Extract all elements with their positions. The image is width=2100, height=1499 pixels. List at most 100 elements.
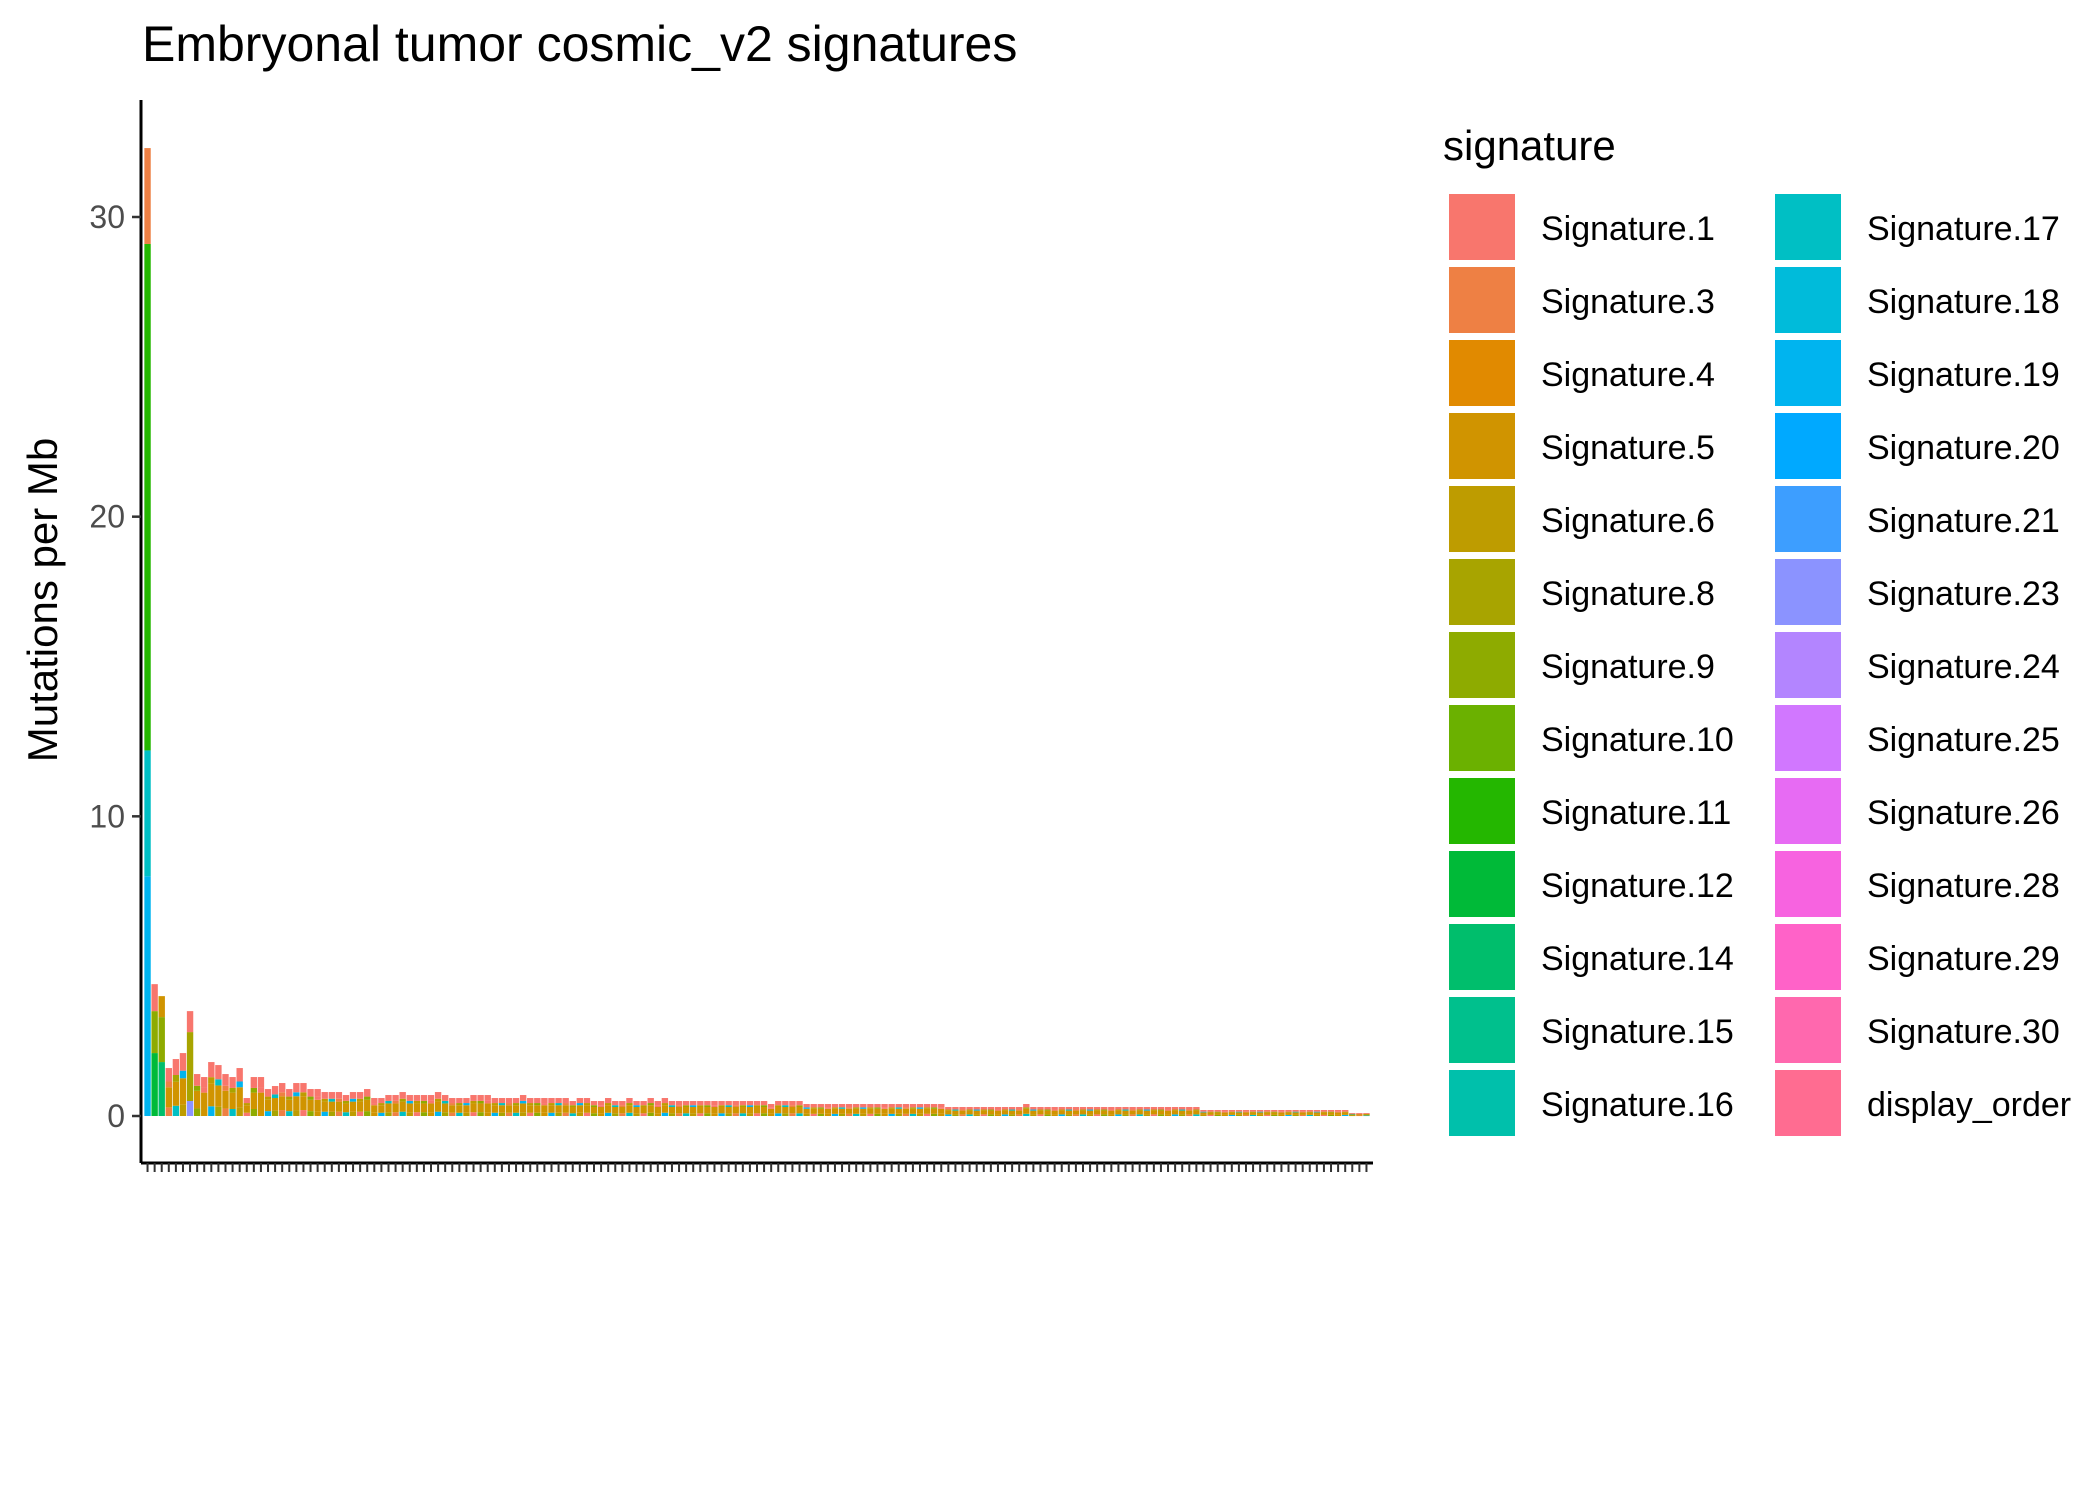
bar-segment	[1200, 1112, 1207, 1115]
bar-segment	[172, 1075, 180, 1082]
bar-segment	[392, 1095, 399, 1101]
bar-segment	[236, 1087, 243, 1108]
bar-segment	[264, 1089, 272, 1097]
bar-segment	[697, 1105, 704, 1108]
bar-segment	[378, 1098, 385, 1104]
bar-segment	[342, 1095, 350, 1101]
bar-segment	[697, 1107, 704, 1114]
bar	[1136, 1107, 1143, 1116]
bar-segment	[1264, 1112, 1271, 1115]
bar-segment	[271, 1094, 279, 1099]
bar-segment	[633, 1105, 640, 1108]
bar-segment	[349, 1111, 357, 1116]
bar-segment	[307, 1111, 314, 1116]
bar	[413, 1095, 421, 1116]
bar-segment	[1342, 1111, 1349, 1113]
bar-segment	[1242, 1114, 1250, 1116]
bar-segment	[427, 1112, 435, 1116]
bar-segment	[1271, 1114, 1278, 1116]
bar	[860, 1104, 867, 1116]
bar-segment	[760, 1107, 768, 1114]
bar-segment	[895, 1104, 902, 1108]
bar-segment	[271, 1110, 279, 1116]
bar	[1122, 1107, 1129, 1116]
bar-segment	[881, 1113, 888, 1116]
bar-segment	[548, 1103, 555, 1106]
bar	[519, 1095, 527, 1116]
bar-segment	[378, 1105, 385, 1113]
bar-segment	[427, 1100, 435, 1104]
bar-segment	[1115, 1110, 1122, 1115]
legend-item: Signature.17	[1775, 194, 2060, 260]
bar-segment	[1320, 1112, 1328, 1115]
bar-segment	[1023, 1107, 1030, 1109]
legend-item: Signature.18	[1775, 267, 2060, 333]
bar-segment	[909, 1104, 917, 1108]
bar-segment	[1101, 1114, 1108, 1116]
bar-segment	[640, 1113, 647, 1116]
bar-segment	[746, 1105, 754, 1108]
bars-layer	[144, 148, 1370, 1117]
bar-segment	[413, 1103, 421, 1113]
bar-segment	[810, 1113, 817, 1116]
bar-segment	[519, 1095, 527, 1101]
bar-segment	[1023, 1113, 1030, 1116]
bar	[364, 1089, 371, 1116]
bar	[867, 1104, 874, 1116]
bar	[1363, 1113, 1370, 1117]
bar-segment	[349, 1101, 357, 1112]
bar-segment	[1016, 1109, 1023, 1111]
bar-segment	[994, 1110, 1002, 1115]
bar-segment	[796, 1107, 803, 1114]
bar-segment	[1271, 1111, 1278, 1113]
bar-segment	[420, 1095, 428, 1101]
bar	[321, 1092, 328, 1116]
legend-swatch	[1449, 705, 1515, 771]
bar-segment	[725, 1101, 732, 1106]
bar	[612, 1101, 619, 1116]
bar-segment	[385, 1112, 392, 1116]
legend-swatch	[1449, 997, 1515, 1063]
bar-segment	[619, 1107, 626, 1114]
bar-segment	[675, 1107, 683, 1114]
bar-segment	[1214, 1114, 1221, 1116]
bar-segment	[442, 1095, 449, 1101]
bar	[753, 1101, 761, 1116]
bar	[300, 1083, 307, 1116]
bar-segment	[902, 1108, 910, 1114]
bar-segment	[1264, 1110, 1271, 1112]
bar	[562, 1098, 569, 1116]
bar-segment	[434, 1098, 442, 1102]
bar-segment	[704, 1101, 711, 1106]
bar-segment	[328, 1092, 335, 1099]
bar-segment	[945, 1107, 952, 1110]
bar	[449, 1098, 456, 1116]
bar-segment	[923, 1107, 931, 1109]
bar-segment	[463, 1112, 470, 1116]
bar	[342, 1095, 350, 1116]
bar-segment	[661, 1112, 669, 1116]
x-axis	[141, 1161, 1373, 1172]
legend-swatch	[1775, 340, 1841, 406]
bar-segment	[1221, 1112, 1228, 1115]
bar-segment	[1299, 1112, 1306, 1115]
bar	[1214, 1110, 1221, 1116]
bar-segment	[675, 1101, 683, 1106]
bar-segment	[1242, 1111, 1250, 1113]
bar-segment	[519, 1103, 527, 1113]
bar-segment	[782, 1105, 789, 1108]
bar-segment	[1292, 1110, 1299, 1112]
bar-segment	[271, 1086, 279, 1095]
bar	[647, 1098, 654, 1116]
bar	[1065, 1107, 1073, 1116]
bar	[307, 1089, 314, 1116]
bar	[668, 1101, 676, 1116]
bar-segment	[824, 1108, 832, 1114]
bar-segment	[1214, 1111, 1221, 1113]
bar-segment	[1256, 1110, 1264, 1112]
bar-segment	[477, 1103, 484, 1113]
bar-segment	[144, 750, 151, 877]
bar-segment	[619, 1113, 626, 1116]
bar-segment	[279, 1092, 286, 1097]
bar-segment	[597, 1101, 605, 1106]
